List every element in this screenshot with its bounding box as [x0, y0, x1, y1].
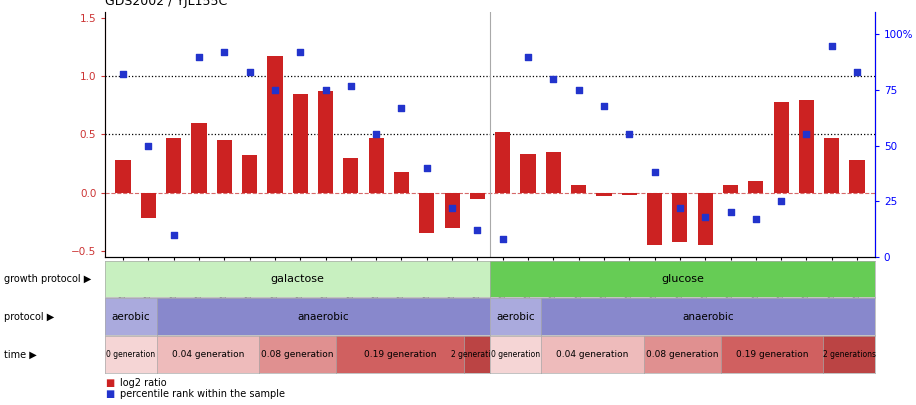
Text: 0.08 generation: 0.08 generation	[646, 350, 719, 359]
Point	[723, 209, 737, 215]
Bar	[799, 100, 814, 193]
Bar	[420, 193, 434, 233]
Bar	[520, 154, 536, 193]
Text: 0.19 generation: 0.19 generation	[364, 350, 437, 359]
Point	[596, 102, 611, 109]
Point	[748, 216, 763, 222]
Point	[242, 69, 256, 75]
Text: time ▶: time ▶	[4, 350, 37, 359]
Bar	[394, 172, 409, 193]
Text: 0.04 generation: 0.04 generation	[556, 350, 629, 359]
Text: aerobic: aerobic	[496, 312, 535, 322]
Point	[115, 71, 130, 78]
Point	[293, 49, 308, 55]
Bar	[318, 92, 333, 193]
Bar	[217, 140, 232, 193]
Point	[622, 131, 637, 138]
Bar	[166, 138, 181, 193]
Point	[167, 231, 181, 238]
Point	[141, 142, 156, 149]
Text: 0.04 generation: 0.04 generation	[171, 350, 245, 359]
Point	[318, 87, 333, 93]
Bar	[849, 160, 865, 193]
Point	[394, 104, 409, 111]
Bar	[444, 193, 460, 228]
Bar	[723, 185, 738, 193]
Point	[850, 69, 865, 75]
Bar	[596, 193, 612, 196]
Bar	[698, 193, 713, 245]
Text: growth protocol ▶: growth protocol ▶	[4, 274, 91, 284]
Bar	[622, 193, 637, 195]
Text: 0 generation: 0 generation	[491, 350, 540, 359]
Bar	[115, 160, 131, 193]
Text: ■: ■	[105, 389, 114, 399]
Point	[191, 53, 206, 60]
Point	[369, 131, 384, 138]
Bar	[344, 158, 358, 193]
Text: protocol ▶: protocol ▶	[4, 312, 54, 322]
Text: 0.08 generation: 0.08 generation	[261, 350, 334, 359]
Point	[546, 76, 561, 82]
Point	[698, 213, 713, 220]
Bar	[647, 193, 662, 245]
Text: ■: ■	[105, 377, 114, 388]
Point	[420, 164, 434, 171]
Bar	[191, 123, 207, 193]
Bar	[141, 193, 156, 218]
Bar	[267, 56, 282, 193]
Text: 0 generation: 0 generation	[106, 350, 156, 359]
Text: galactose: galactose	[271, 274, 324, 284]
Point	[344, 82, 358, 89]
Point	[572, 87, 586, 93]
Point	[470, 227, 485, 233]
Text: log2 ratio: log2 ratio	[120, 377, 167, 388]
Text: GDS2002 / YJL155C: GDS2002 / YJL155C	[105, 0, 227, 8]
Point	[267, 87, 282, 93]
Bar	[496, 132, 510, 193]
Point	[824, 42, 839, 49]
Text: 2 generations: 2 generations	[451, 350, 504, 359]
Point	[217, 49, 232, 55]
Bar	[292, 94, 308, 193]
Text: 2 generations: 2 generations	[823, 350, 876, 359]
Point	[774, 198, 789, 205]
Text: 0.19 generation: 0.19 generation	[736, 350, 809, 359]
Point	[799, 131, 813, 138]
Bar	[773, 102, 789, 193]
Text: anaerobic: anaerobic	[682, 312, 734, 322]
Text: glucose: glucose	[661, 274, 703, 284]
Bar	[546, 152, 561, 193]
Bar	[748, 181, 763, 193]
Point	[648, 169, 662, 175]
Bar	[368, 138, 384, 193]
Text: aerobic: aerobic	[112, 312, 150, 322]
Bar	[672, 193, 688, 242]
Point	[520, 53, 535, 60]
Bar	[824, 138, 839, 193]
Bar	[571, 185, 586, 193]
Point	[445, 205, 460, 211]
Point	[672, 205, 687, 211]
Bar	[470, 193, 485, 198]
Text: percentile rank within the sample: percentile rank within the sample	[120, 389, 285, 399]
Point	[496, 236, 510, 242]
Bar	[242, 156, 257, 193]
Text: anaerobic: anaerobic	[298, 312, 349, 322]
